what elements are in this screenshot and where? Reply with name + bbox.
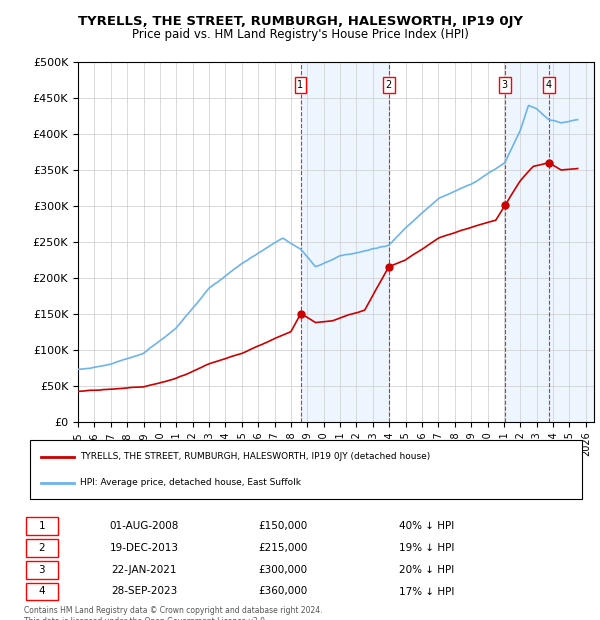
Text: Price paid vs. HM Land Registry's House Price Index (HPI): Price paid vs. HM Land Registry's House …	[131, 28, 469, 41]
Text: 17% ↓ HPI: 17% ↓ HPI	[399, 587, 454, 596]
Text: 01-AUG-2008: 01-AUG-2008	[110, 521, 179, 531]
Bar	[505, 62, 549, 422]
Text: £300,000: £300,000	[258, 565, 307, 575]
Text: 1: 1	[38, 521, 45, 531]
Bar	[549, 62, 594, 422]
Text: £360,000: £360,000	[258, 587, 307, 596]
Text: 19-DEC-2013: 19-DEC-2013	[110, 543, 179, 553]
Text: 2: 2	[38, 543, 45, 553]
Text: HPI: Average price, detached house, East Suffolk: HPI: Average price, detached house, East…	[80, 478, 301, 487]
Text: 20% ↓ HPI: 20% ↓ HPI	[399, 565, 454, 575]
Text: TYRELLS, THE STREET, RUMBURGH, HALESWORTH, IP19 0JY (detached house): TYRELLS, THE STREET, RUMBURGH, HALESWORT…	[80, 452, 430, 461]
Bar	[549, 62, 594, 422]
Text: 3: 3	[38, 565, 45, 575]
Text: 4: 4	[546, 80, 552, 90]
Text: 40% ↓ HPI: 40% ↓ HPI	[399, 521, 454, 531]
Text: 1: 1	[298, 80, 304, 90]
Text: £215,000: £215,000	[258, 543, 307, 553]
Text: 3: 3	[502, 80, 508, 90]
FancyBboxPatch shape	[26, 539, 58, 557]
FancyBboxPatch shape	[26, 517, 58, 535]
FancyBboxPatch shape	[26, 583, 58, 600]
Text: 2: 2	[386, 80, 392, 90]
FancyBboxPatch shape	[26, 560, 58, 578]
Text: TYRELLS, THE STREET, RUMBURGH, HALESWORTH, IP19 0JY: TYRELLS, THE STREET, RUMBURGH, HALESWORT…	[77, 16, 523, 29]
Text: £150,000: £150,000	[258, 521, 307, 531]
Text: Contains HM Land Registry data © Crown copyright and database right 2024.
This d: Contains HM Land Registry data © Crown c…	[24, 606, 323, 620]
Text: 28-SEP-2023: 28-SEP-2023	[112, 587, 178, 596]
FancyBboxPatch shape	[30, 440, 582, 499]
Bar	[301, 62, 389, 422]
Text: 4: 4	[38, 587, 45, 596]
Text: 22-JAN-2021: 22-JAN-2021	[112, 565, 177, 575]
Text: 19% ↓ HPI: 19% ↓ HPI	[399, 543, 454, 553]
